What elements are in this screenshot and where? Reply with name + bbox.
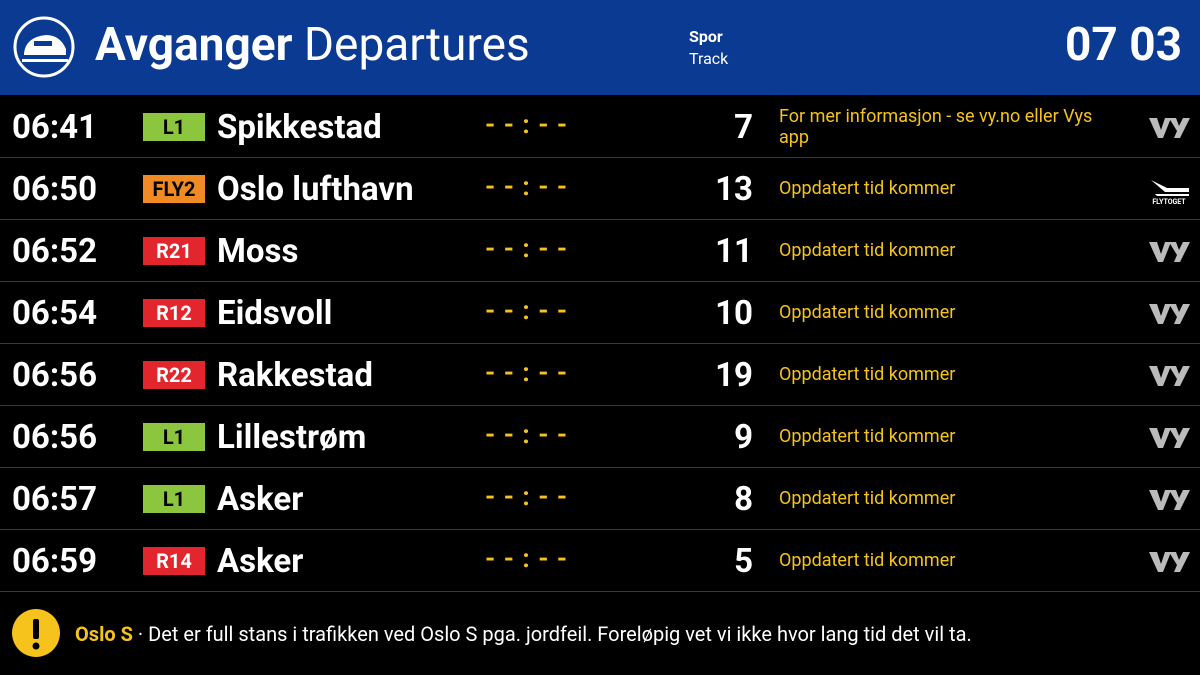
header: Avganger Departures Spor Track 07 03 — [0, 0, 1200, 95]
departure-row: 06:54 R12 Eidsvoll - - : - - 10 Oppdatert tid… — [0, 282, 1200, 344]
status-message: Oppdatert tid kommer — [779, 240, 956, 261]
alert-location: Oslo S — [75, 622, 133, 646]
departure-time: 06:56 — [12, 418, 98, 457]
alert-message: Det er full stans i trafikken ved Oslo S… — [148, 622, 972, 646]
departure-time: 06:59 — [12, 542, 98, 581]
expected-time: - - : - - — [485, 544, 569, 574]
track-number: 10 — [715, 294, 753, 333]
departure-row: 06:56 L1 Lillestrøm - - : - - 9 Oppdatert tid… — [0, 406, 1200, 468]
operator-logo — [1149, 428, 1190, 448]
destination: Spikkestad — [217, 108, 382, 147]
departure-row: 06:52 R21 Moss - - : - - 11 Oppdatert tid kom… — [0, 220, 1200, 282]
status-message: Oppdatert tid kommer — [779, 550, 956, 571]
departure-row: 06:59 R14 Asker - - : - - 5 Oppdatert tid kom… — [0, 530, 1200, 592]
status-message: Oppdatert tid kommer — [779, 364, 956, 385]
departure-row: 06:50 FLY2 Oslo lufthavn - - : - - 13 Oppdate… — [0, 158, 1200, 220]
line-badge: L1 — [143, 113, 205, 141]
destination: Eidsvoll — [217, 294, 333, 333]
operator-logo — [1149, 118, 1190, 138]
destination: Rakkestad — [217, 356, 373, 395]
operator-logo: FLYTOGET — [1151, 180, 1189, 206]
title-en: Departures — [303, 18, 530, 72]
expected-time: - - : - - — [485, 358, 569, 388]
clock: 07 03 — [1065, 18, 1182, 72]
departure-row: 06:56 R22 Rakkestad - - : - - 19 Oppdatert ti… — [0, 344, 1200, 406]
departure-time: 06:56 — [12, 356, 98, 395]
track-number: 8 — [734, 480, 753, 519]
title-bold: Avganger — [95, 18, 293, 72]
operator-logo — [1149, 366, 1190, 386]
operator-logo — [1149, 304, 1190, 324]
expected-time: - - : - - — [485, 296, 569, 326]
operator-logo — [1149, 242, 1190, 262]
track-label: Spor — [689, 27, 723, 46]
alert-bar: Oslo S · Det er full stans i trafikken v… — [0, 590, 1200, 675]
departure-time: 06:52 — [12, 232, 98, 271]
track-number: 5 — [734, 542, 753, 581]
expected-time: - - : - - — [485, 234, 569, 264]
departure-time: 06:54 — [12, 294, 98, 333]
line-badge: FLY2 — [143, 175, 205, 203]
track-number: 11 — [715, 232, 753, 271]
track-label-en: Track — [689, 49, 729, 68]
expected-time: - - : - - — [485, 420, 569, 450]
line-badge: R22 — [143, 361, 205, 389]
expected-time: - - : - - — [485, 110, 569, 140]
status-message: Oppdatert tid kommer — [779, 302, 956, 323]
expected-time: - - : - - — [485, 482, 569, 512]
destination: Moss — [217, 232, 299, 271]
departure-time: 06:50 — [12, 170, 98, 209]
operator-logo — [1149, 490, 1190, 510]
destination: Oslo lufthavn — [217, 170, 414, 209]
line-badge: R21 — [143, 237, 205, 265]
track-number: 19 — [715, 356, 753, 395]
track-number: 9 — [734, 418, 753, 457]
operator-logo-text: FLYTOGET — [1152, 198, 1186, 206]
departure-row: 06:57 L1 Asker - - : - - 8 Oppdatert tid komm… — [0, 468, 1200, 530]
departure-time: 06:57 — [12, 480, 98, 519]
title: Avganger Departures — [95, 18, 530, 72]
warning-icon — [12, 609, 60, 657]
status-message: For mer informasjon - se vy.no eller Vys… — [779, 105, 1093, 148]
destination: Asker — [217, 542, 304, 581]
alert-separator: · — [137, 622, 144, 646]
departure-time: 06:41 — [12, 108, 98, 147]
train-icon — [13, 16, 75, 78]
departure-row: 06:41 L1 Spikkestad - - : - - 7 For mer infor… — [0, 96, 1200, 158]
status-message: Oppdatert tid kommer — [779, 426, 956, 447]
status-message: Oppdatert tid kommer — [779, 488, 956, 509]
operator-logo — [1149, 552, 1190, 572]
line-badge: L1 — [143, 423, 205, 451]
line-badge: L1 — [143, 485, 205, 513]
track-number: 13 — [715, 170, 753, 209]
line-badge: R12 — [143, 299, 205, 327]
track-number: 7 — [734, 108, 753, 147]
line-badge: R14 — [143, 547, 205, 575]
destination: Asker — [217, 480, 304, 519]
destination: Lillestrøm — [217, 418, 367, 457]
alert-text: Oslo S · Det er full stans i trafikken v… — [75, 622, 972, 646]
expected-time: - - : - - — [485, 172, 569, 202]
status-message: Oppdatert tid kommer — [779, 178, 956, 199]
